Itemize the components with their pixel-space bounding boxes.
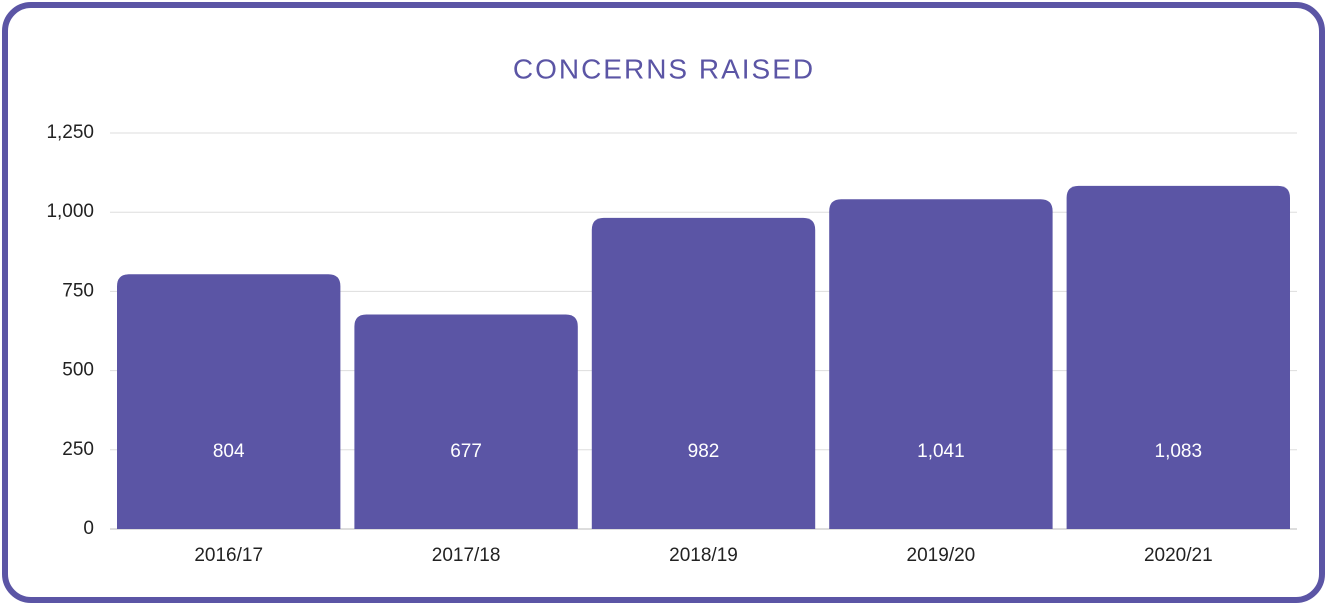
bar <box>117 274 341 529</box>
value-label: 677 <box>450 441 482 462</box>
chart-title: CONCERNS RAISED <box>513 53 815 84</box>
y-tick-label: 250 <box>62 439 94 460</box>
y-tick-label: 0 <box>83 518 94 539</box>
bar <box>829 199 1053 530</box>
bar <box>354 314 578 529</box>
x-tick-label: 2017/18 <box>432 545 501 566</box>
x-tick-label: 2018/19 <box>669 545 738 566</box>
x-tick-label: 2016/17 <box>194 545 263 566</box>
y-tick-label: 500 <box>62 360 94 381</box>
value-label: 982 <box>688 441 720 462</box>
y-tick-label: 750 <box>62 280 94 301</box>
bar <box>591 217 816 529</box>
y-tick-label: 1,250 <box>46 122 94 143</box>
value-label: 804 <box>213 441 245 462</box>
y-tick-label: 1,000 <box>46 201 94 222</box>
value-label: 1,041 <box>917 441 965 462</box>
x-tick-label: 2020/21 <box>1144 545 1213 566</box>
value-label: 1,083 <box>1155 441 1203 462</box>
bar <box>1066 185 1290 530</box>
x-tick-label: 2019/20 <box>907 545 976 566</box>
